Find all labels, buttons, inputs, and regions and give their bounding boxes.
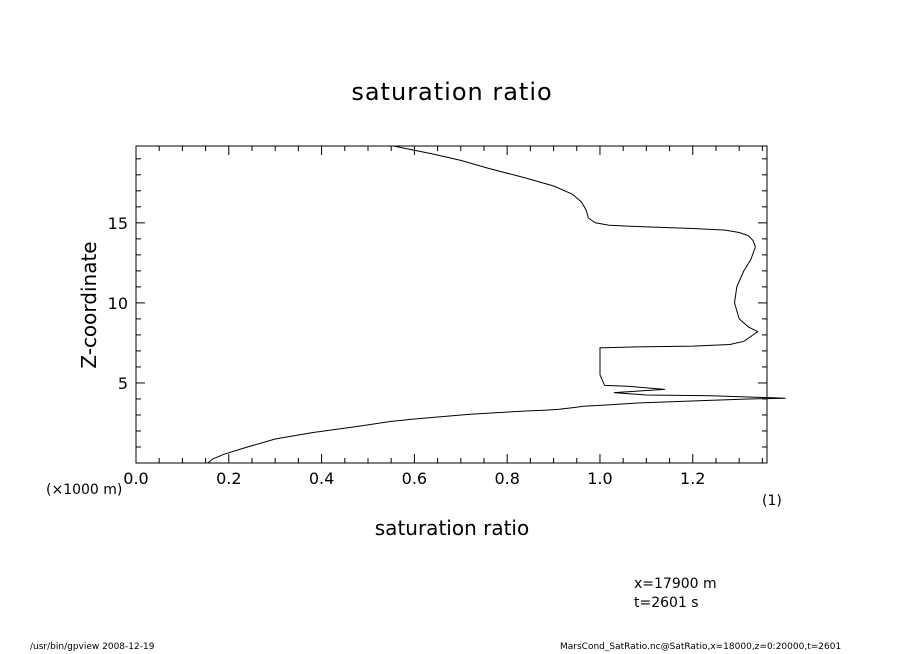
axis-ticks bbox=[135, 146, 767, 463]
x-tick-label: 1.2 bbox=[680, 469, 705, 488]
series-line bbox=[207, 145, 786, 464]
chart-title: saturation ratio bbox=[351, 78, 553, 106]
time-annotation: t=2601 s bbox=[634, 595, 699, 611]
y-axis-unit: (×1000 m) bbox=[46, 482, 123, 498]
x-axis-unit: (1) bbox=[762, 493, 782, 509]
footer-right: MarsCond_SatRatio.nc@SatRatio,x=18000,z=… bbox=[560, 642, 842, 652]
x-tick-label: 0.0 bbox=[123, 469, 148, 488]
x-tick-label: 0.6 bbox=[402, 469, 427, 488]
y-tick-label: 5 bbox=[118, 374, 128, 393]
footer-left: /usr/bin/gpview 2008-12-19 bbox=[30, 642, 155, 652]
x-tick-label: 1.0 bbox=[587, 469, 612, 488]
y-tick-label: 15 bbox=[108, 214, 128, 233]
x-tick-label: 0.4 bbox=[309, 469, 334, 488]
y-axis-label: Z-coordinate bbox=[77, 241, 101, 369]
x-tick-label: 0.2 bbox=[216, 469, 241, 488]
x-tick-label: 0.8 bbox=[494, 469, 519, 488]
y-tick-label: 10 bbox=[108, 294, 128, 313]
axis-tick-labels: 0.0 0.2 0.4 0.6 0.8 1.0 1.2 5 10 15 bbox=[108, 214, 706, 488]
plot-frame bbox=[135, 145, 768, 464]
x-axis-label: saturation ratio bbox=[374, 516, 530, 540]
position-annotation: x=17900 m bbox=[634, 576, 717, 592]
